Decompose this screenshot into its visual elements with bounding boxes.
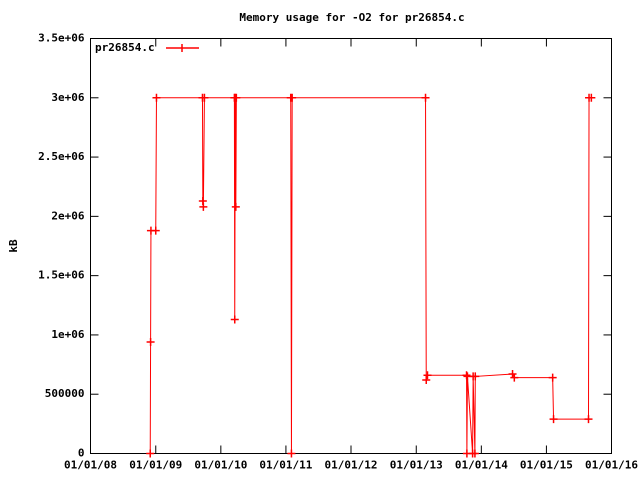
data-point (146, 338, 155, 347)
x-tick-label: 01/01/13 (390, 459, 443, 472)
data-point (230, 315, 239, 324)
data-point (151, 226, 160, 235)
y-axis-label: kB (7, 239, 20, 253)
y-tick-label: 500000 (45, 387, 85, 400)
data-point (231, 202, 240, 211)
x-tick-label: 01/01/14 (455, 459, 508, 472)
data-point (422, 375, 431, 384)
x-tick-label: 01/01/09 (129, 459, 182, 472)
x-tick-label: 01/01/15 (520, 459, 573, 472)
data-point (470, 449, 479, 458)
legend-swatch (166, 44, 199, 52)
chart-title: Memory usage for -O2 for pr26854.c (239, 11, 464, 24)
legend-label: pr26854.c (95, 41, 155, 54)
data-point (421, 93, 430, 102)
data-point (287, 449, 296, 458)
data-point (232, 93, 241, 102)
x-tick-label: 01/01/10 (194, 459, 247, 472)
series-line (149, 97, 592, 454)
data-point (288, 93, 297, 102)
data-point (462, 371, 471, 380)
y-tick-label: 3e+06 (51, 91, 84, 104)
data-point (508, 370, 517, 379)
y-tick-label: 2e+06 (51, 209, 84, 222)
data-point (200, 93, 209, 102)
y-tick-label: 1e+06 (51, 328, 84, 341)
data-point (584, 415, 593, 424)
data-point (587, 93, 596, 102)
y-tick-label: 3.5e+06 (38, 32, 85, 45)
x-tick-label: 01/01/16 (585, 459, 638, 472)
data-point (510, 373, 519, 382)
x-tick-label: 01/01/08 (64, 459, 117, 472)
x-tick-label: 01/01/12 (325, 459, 378, 472)
y-tick-label: 0 (78, 447, 85, 460)
data-point (549, 415, 558, 424)
x-tick-label: 01/01/11 (259, 459, 312, 472)
data-point (471, 372, 480, 381)
data-point (146, 449, 155, 458)
y-tick-label: 2.5e+06 (38, 150, 85, 163)
data-point (548, 373, 557, 382)
data-point (199, 202, 208, 211)
y-tick-label: 1.5e+06 (38, 269, 85, 282)
data-point (423, 371, 432, 380)
data-point (152, 93, 161, 102)
